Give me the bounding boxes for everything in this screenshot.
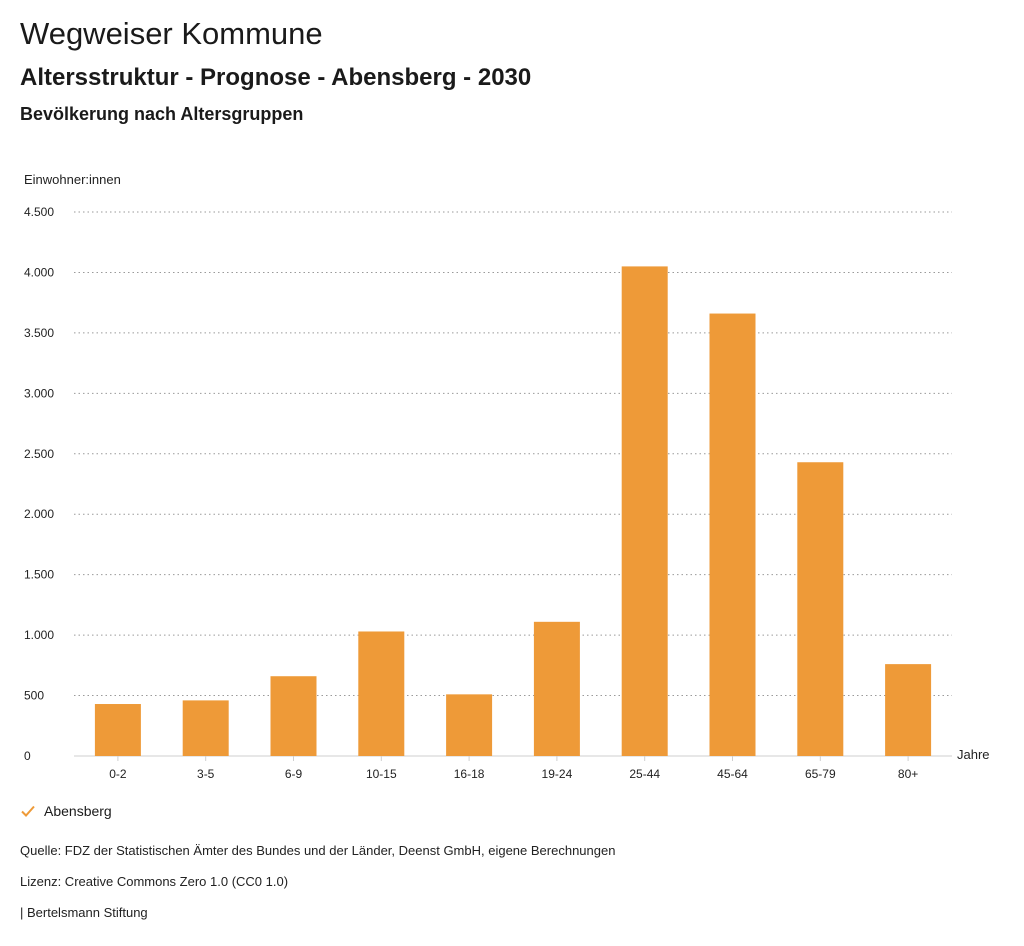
publisher-text: | Bertelsmann Stiftung <box>20 905 148 920</box>
y-tick-label: 500 <box>24 689 44 703</box>
bar-0-2 <box>94 704 141 756</box>
bar-65-79 <box>797 462 844 756</box>
x-tick-label: 25-44 <box>629 767 660 781</box>
x-tick-label: 3-5 <box>197 767 215 781</box>
y-axis-title: Einwohner:innen <box>24 172 121 187</box>
legend[interactable]: Abensberg <box>20 803 112 819</box>
x-tick-label: 80+ <box>898 767 918 781</box>
x-tick-label: 10-15 <box>366 767 397 781</box>
checkmark-icon[interactable] <box>20 803 36 819</box>
x-tick-label: 19-24 <box>542 767 573 781</box>
x-tick-label: 6-9 <box>285 767 303 781</box>
bar-45-64 <box>709 313 756 756</box>
x-tick-label: 16-18 <box>454 767 485 781</box>
chart-subsubtitle: Bevölkerung nach Altersgruppen <box>20 104 304 124</box>
bar-3-5 <box>182 700 229 756</box>
bar-80+ <box>885 664 932 756</box>
y-tick-label: 4.000 <box>24 265 54 279</box>
bar-6-9 <box>270 676 317 756</box>
x-tick-label: 65-79 <box>805 767 836 781</box>
y-tick-label: 4.500 <box>24 205 54 219</box>
page-title: Wegweiser Kommune <box>20 16 323 51</box>
license-text: Lizenz: Creative Commons Zero 1.0 (CC0 1… <box>20 874 289 889</box>
y-tick-label: 1.500 <box>24 568 54 582</box>
legend-item-abensberg[interactable]: Abensberg <box>44 803 112 819</box>
y-tick-label: 2.000 <box>24 507 54 521</box>
y-tick-label: 1.000 <box>24 628 54 642</box>
bar-10-15 <box>358 631 405 756</box>
y-tick-label: 3.000 <box>24 386 54 400</box>
source-text: Quelle: FDZ der Statistischen Ämter des … <box>20 843 616 858</box>
y-tick-label: 0 <box>24 749 31 763</box>
bar-25-44 <box>621 266 668 756</box>
bar-16-18 <box>446 694 493 756</box>
x-tick-label: 0-2 <box>109 767 127 781</box>
y-tick-label: 3.500 <box>24 326 54 340</box>
bar-chart: Einwohner:innen 0 500 1.000 1.500 2.000 2.500 3… <box>24 172 990 781</box>
x-tick-label: 45-64 <box>717 767 748 781</box>
chart-subtitle: Altersstruktur - Prognose - Abensberg - … <box>20 64 532 91</box>
y-tick-label: 2.500 <box>24 447 54 461</box>
x-axis-title: Jahre <box>957 747 990 762</box>
bar-19-24 <box>533 621 580 756</box>
